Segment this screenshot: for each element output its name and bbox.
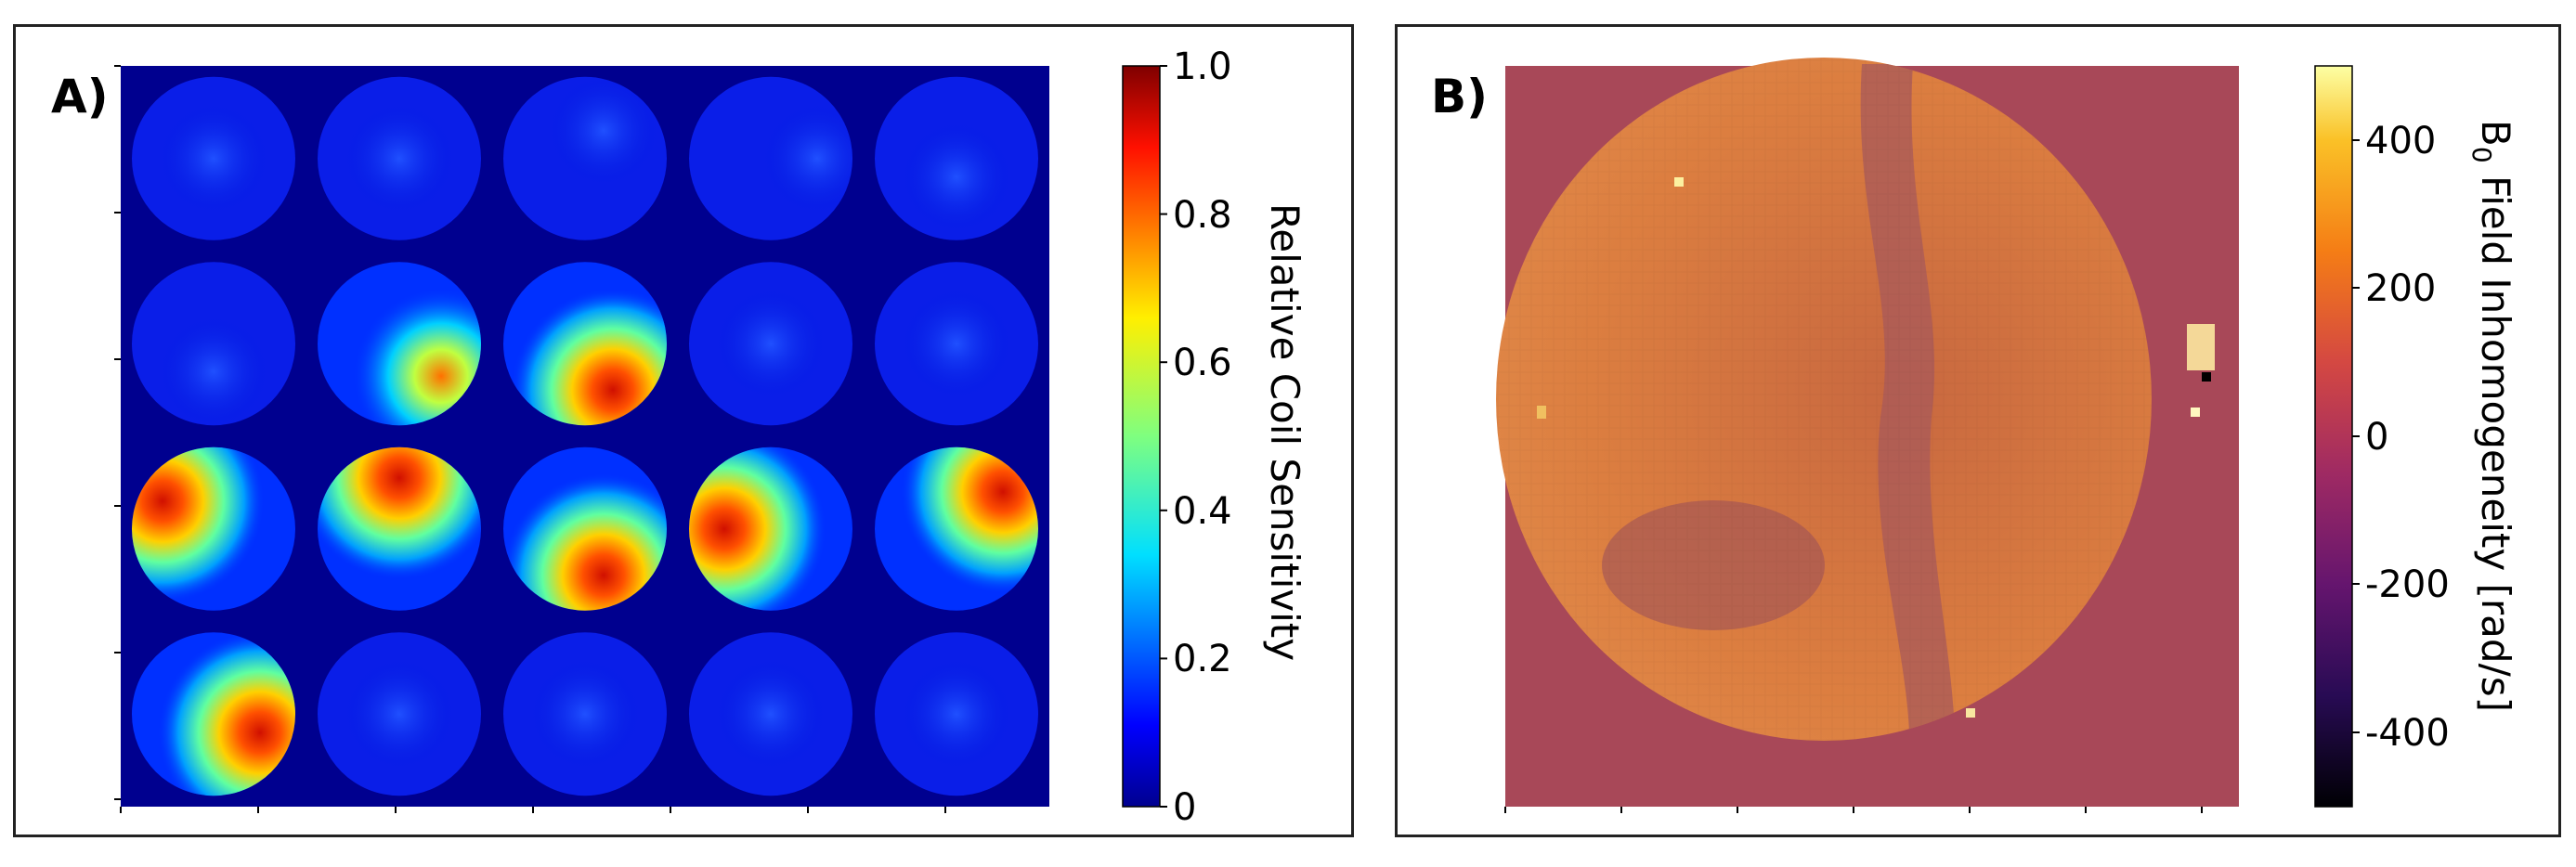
- cb-b-tick-neg400: -400: [2365, 712, 2450, 755]
- panel-a-label: A): [51, 70, 109, 123]
- coil-map-1-1: [318, 262, 481, 426]
- coil-map-3-4: [875, 632, 1038, 796]
- coil-map-0-3: [689, 76, 852, 240]
- coil-hotspot: [689, 446, 826, 611]
- coil-map-2-0: [132, 446, 295, 611]
- coil-hotspot: [715, 658, 826, 770]
- coil-hotspot: [761, 102, 852, 214]
- cb-a-tick-0.2: 0.2: [1173, 638, 1232, 680]
- coil-map-grid: [132, 76, 1038, 796]
- coil-hotspot: [158, 316, 269, 426]
- cb-a-tick-0: 0: [1173, 786, 1196, 829]
- coil-hotspot: [548, 76, 659, 187]
- coil-hotspot: [503, 472, 667, 611]
- cb-a-tick-0.6: 0.6: [1173, 342, 1232, 384]
- colorbar-b: [2314, 65, 2353, 808]
- coil-hotspot: [353, 288, 481, 426]
- coil-hotspot: [344, 102, 455, 214]
- coil-hotspot: [715, 288, 826, 400]
- colorbar-b-label: B0 Field Inhomogeneity [rad/s]: [2466, 120, 2518, 712]
- coil-hotspot: [158, 632, 295, 796]
- coil-map-1-4: [875, 262, 1038, 426]
- cb-b-tick-neg200: -200: [2365, 563, 2450, 606]
- coil-hotspot: [901, 658, 1012, 770]
- colorbar-a: [1122, 65, 1161, 808]
- cb-b-tick-400: 400: [2365, 120, 2436, 162]
- coil-map-2-2: [503, 446, 667, 611]
- panel-a-coil-sensitivity: A) 1.0: [13, 24, 1354, 837]
- coil-hotspot: [318, 446, 481, 580]
- coil-map-3-2: [503, 632, 667, 796]
- cb-b-tick-200: 200: [2365, 267, 2436, 310]
- coil-hotspot: [901, 288, 1012, 400]
- cb-a-tick-1.0: 1.0: [1173, 45, 1232, 88]
- coil-map-2-3: [689, 446, 852, 611]
- colorbar-a-label: Relative Coil Sensitivity: [1262, 203, 1308, 661]
- coil-map-0-4: [875, 76, 1038, 240]
- coil-hotspot: [344, 658, 455, 770]
- panel-b-label: B): [1431, 70, 1488, 123]
- coil-map-3-1: [318, 632, 481, 796]
- coil-map-0-0: [132, 76, 295, 240]
- cb-a-tick-0.4: 0.4: [1173, 490, 1232, 533]
- coil-map-2-1: [318, 446, 481, 611]
- panel-b-svg: B): [1431, 58, 2518, 813]
- coil-hotspot: [132, 446, 265, 603]
- panel-a-svg: A) 1.0: [51, 45, 1308, 829]
- cb-a-tick-0.8: 0.8: [1173, 194, 1232, 237]
- cb-b-tick-0: 0: [2365, 416, 2388, 459]
- coil-map-0-2: [503, 76, 667, 240]
- b0-disk: [1496, 58, 2152, 741]
- coil-map-2-4: [875, 446, 1038, 611]
- coil-hotspot: [901, 446, 1038, 594]
- coil-hotspot: [901, 121, 1012, 233]
- coil-map-3-3: [689, 632, 852, 796]
- panel-b-b0-field: B): [1395, 24, 2561, 837]
- coil-map-0-1: [318, 76, 481, 240]
- coil-map-1-3: [689, 262, 852, 426]
- coil-map-3-0: [132, 632, 295, 796]
- coil-map-1-2: [503, 262, 667, 426]
- coil-hotspot: [529, 658, 641, 770]
- coil-map-1-0: [132, 262, 295, 426]
- coil-hotspot: [511, 288, 667, 426]
- coil-hotspot: [158, 102, 269, 214]
